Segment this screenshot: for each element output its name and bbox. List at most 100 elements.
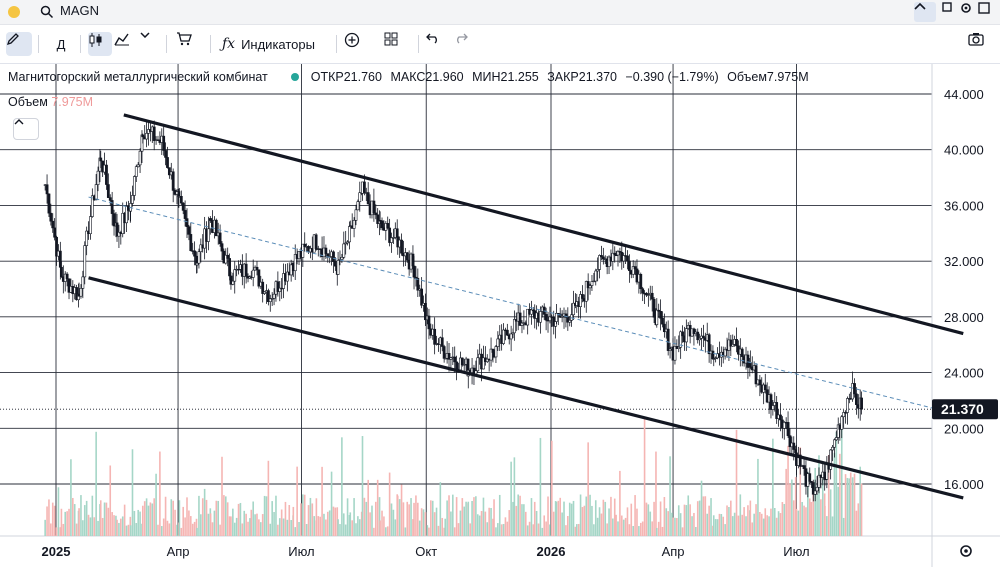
candle (81, 270, 85, 299)
volume-bar (842, 517, 845, 536)
volume-bar (791, 479, 793, 536)
candle (509, 325, 513, 352)
grid-icon[interactable] (384, 32, 408, 56)
camera-icon[interactable] (968, 32, 992, 56)
candle-body (813, 490, 817, 495)
settings-icon[interactable] (960, 545, 972, 557)
candle (496, 331, 500, 351)
volume-bar (107, 507, 110, 536)
candle-body (758, 379, 762, 386)
close-value: ЗАКР21.370 (547, 70, 617, 84)
volume-bar (91, 495, 94, 536)
volume-bar (444, 518, 447, 536)
volume-bar (787, 445, 789, 536)
candle (518, 305, 522, 327)
line-chart-icon[interactable] (114, 32, 136, 56)
volume-bar (141, 505, 144, 536)
candle-body (416, 277, 420, 291)
candle (572, 290, 575, 320)
volume-bar (348, 515, 351, 536)
volume-bar (211, 522, 214, 536)
undo-icon[interactable] (426, 32, 448, 56)
volume-bar (336, 507, 339, 536)
square-icon[interactable] (978, 2, 1000, 22)
volume-bar (188, 510, 190, 536)
candle-body (735, 339, 738, 347)
interval-button[interactable]: Д (56, 36, 66, 52)
volume-bar (332, 506, 335, 536)
candle-body (166, 157, 169, 168)
candle-body (586, 281, 590, 289)
cart-icon[interactable] (176, 32, 200, 56)
volume-bar (277, 524, 279, 536)
indicators-button[interactable]: ƒx Индикаторы (222, 32, 326, 56)
candle-body (661, 317, 664, 325)
chevron-up-icon[interactable] (914, 2, 936, 22)
candle-body (45, 184, 49, 195)
symbol-search-input[interactable]: MAGN (60, 3, 99, 18)
candle-body (618, 251, 622, 253)
gear-icon[interactable] (960, 2, 982, 22)
candle-body (833, 439, 836, 448)
last-price-tag-label: 21.370 (941, 401, 984, 417)
candle-body (164, 150, 167, 158)
volume-bar (638, 526, 640, 536)
volume-bar (702, 496, 705, 536)
volume-bar (630, 503, 633, 536)
candle (400, 233, 403, 256)
plus-circle-icon[interactable] (344, 32, 368, 56)
volume-bar (785, 468, 787, 536)
candle-body (684, 328, 688, 343)
candles-icon[interactable] (88, 32, 112, 56)
volume-bar (420, 508, 423, 536)
volume-bar (593, 524, 595, 536)
volume-bar (506, 521, 509, 536)
square-icon[interactable] (942, 2, 964, 22)
candle (141, 133, 145, 144)
candle (416, 268, 420, 297)
candle-body (482, 357, 485, 370)
volume-bar (524, 511, 527, 536)
volume-bar (446, 500, 448, 536)
indicators-label: Индикаторы (241, 36, 315, 52)
candle-body (729, 339, 733, 347)
volume-bar (275, 495, 277, 536)
candle-body (400, 239, 403, 254)
candle-body (731, 344, 735, 347)
candle (673, 336, 677, 365)
chevron-down-icon[interactable] (140, 32, 158, 56)
candle (668, 342, 672, 359)
candle-body (136, 164, 140, 167)
volume-bar (575, 524, 578, 536)
candle-body (666, 328, 670, 351)
candle (412, 256, 416, 290)
candle (285, 263, 289, 292)
candle-body (228, 258, 231, 277)
volume-bar (290, 520, 292, 536)
redo-icon[interactable] (454, 32, 476, 56)
candle-body (631, 266, 635, 275)
price-tick-label: 16.000 (944, 477, 984, 492)
search-icon[interactable] (40, 5, 54, 19)
candle-body (112, 213, 116, 227)
candle-body (115, 222, 119, 237)
volume-bar (118, 522, 120, 536)
candle (195, 260, 199, 274)
candle-body (659, 310, 662, 319)
candle (162, 125, 166, 156)
volume-bar (620, 515, 623, 536)
pencil-icon[interactable] (6, 32, 32, 56)
candle-body (740, 348, 744, 357)
volume-bar (62, 523, 65, 536)
volume-bar (552, 511, 555, 536)
volume-bar (716, 519, 719, 536)
volume-bar (367, 479, 369, 536)
volume-bar (532, 524, 535, 536)
collapse-legend-button[interactable] (13, 118, 39, 140)
volume-bar (157, 524, 159, 536)
volume-bar (351, 520, 353, 536)
candle (714, 356, 718, 363)
volume-bar (383, 516, 385, 536)
price-tick-label: 32.000 (944, 254, 984, 269)
